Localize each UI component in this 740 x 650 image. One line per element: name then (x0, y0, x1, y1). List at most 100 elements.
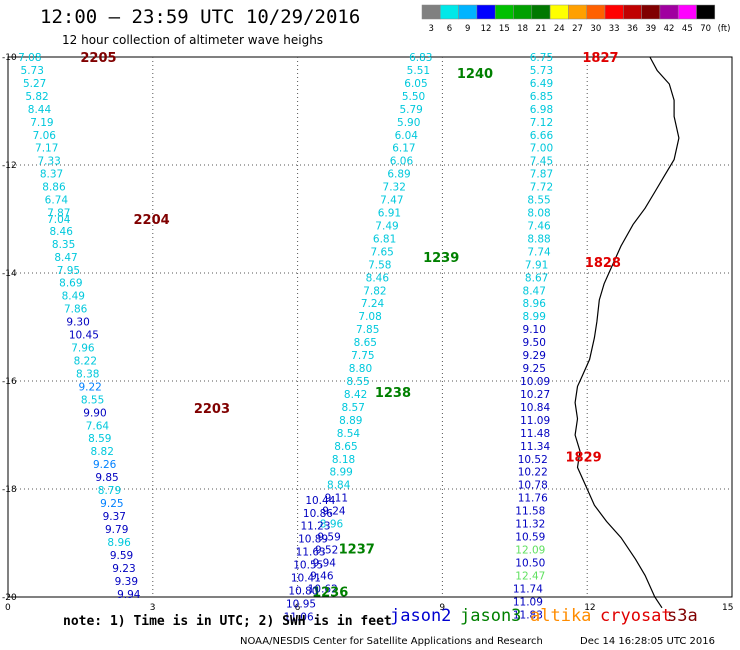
pass-time-label: 1239 (423, 251, 459, 266)
swh-value: 10.22 (518, 467, 548, 479)
swh-value: 10.52 (518, 454, 548, 466)
note-text: note: 1) Time is in UTC; 2) SWH is in fe… (63, 614, 392, 629)
swh-value: 6.75 (530, 52, 553, 64)
legend-jason2: jason2 (390, 606, 452, 626)
swh-value: 6.49 (530, 78, 553, 90)
swh-value: 9.11 (325, 493, 348, 505)
lon-tick-label: 3 (150, 603, 156, 613)
swh-value: 8.82 (91, 446, 114, 458)
swh-value: 8.47 (523, 285, 546, 297)
lat-tick-label: -14 (2, 269, 17, 279)
pass-time-label: 1828 (585, 256, 621, 271)
swh-value: 8.55 (527, 195, 550, 207)
swh-value: 7.85 (356, 324, 379, 336)
swh-value: 10.45 (69, 330, 99, 342)
swh-value: 10.59 (515, 532, 545, 544)
legend-cryosat: cryosat (600, 606, 672, 626)
scale-label: 33 (609, 24, 620, 34)
swh-value: 9.22 (78, 381, 101, 393)
scale-label: 21 (536, 24, 547, 34)
pass-time-label: 1236 (312, 586, 348, 601)
swh-value: 7.45 (530, 156, 553, 168)
swh-value: 8.55 (81, 394, 104, 406)
swh-value: 10.89 (298, 534, 328, 546)
swh-value: 7.82 (363, 285, 386, 297)
scale-label: 12 (481, 24, 492, 34)
footer-credit: NOAA/NESDIS Center for Satellite Applica… (240, 636, 543, 647)
swh-value: 5.27 (23, 78, 46, 90)
swh-value: 7.72 (530, 182, 553, 194)
swh-value: 8.89 (339, 415, 362, 427)
swh-value: 5.90 (397, 117, 420, 129)
swh-value: 7.04 (47, 214, 71, 226)
swh-value: 7.64 (86, 420, 110, 432)
swh-value: 11.58 (515, 506, 545, 518)
swh-value: 6.83 (409, 52, 432, 64)
scale-swatch (623, 4, 642, 20)
swh-value: 8.46 (366, 272, 390, 284)
swh-value: 9.50 (523, 337, 546, 349)
swh-value: 6.66 (530, 130, 554, 142)
swh-value: 8.57 (342, 402, 365, 414)
swh-value: 5.73 (21, 65, 44, 77)
swh-value: 5.73 (530, 65, 553, 77)
lat-tick-label: -12 (2, 161, 17, 171)
swh-value: 8.88 (527, 233, 550, 245)
swh-value: 8.69 (59, 278, 82, 290)
scale-label: 18 (517, 24, 528, 34)
swh-value: 7.08 (18, 52, 41, 64)
swh-value: 8.86 (42, 182, 66, 194)
swh-value: 10.95 (286, 598, 316, 610)
swh-value: 5.50 (402, 91, 425, 103)
swh-value: 8.84 (327, 480, 351, 492)
pass-time-label: 1238 (375, 386, 411, 401)
swh-value: 9.29 (523, 350, 546, 362)
swh-value: 8.59 (88, 433, 111, 445)
swh-value: 7.58 (368, 259, 391, 271)
swh-value: 6.17 (392, 143, 415, 155)
swh-value: 10.55 (293, 560, 323, 572)
legend-jason3: jason3 (460, 606, 522, 626)
lat-tick-label: -16 (2, 377, 17, 387)
lon-tick-label: 15 (722, 603, 733, 613)
swh-value: 8.79 (98, 485, 121, 497)
scale-label: 3 (428, 24, 433, 34)
swh-value: 8.96 (320, 519, 344, 531)
swh-value: 9.59 (110, 550, 133, 562)
scale-swatch (476, 4, 496, 20)
swh-value: 11.34 (520, 441, 550, 453)
swh-value: 8.49 (62, 291, 85, 303)
swh-value: 7.32 (383, 182, 406, 194)
swh-value: 10.62 (308, 583, 338, 595)
swh-value: 6.04 (395, 130, 419, 142)
footer-timestamp: Dec 14 16:28:05 UTC 2016 (580, 636, 715, 647)
scale-swatch (641, 4, 661, 20)
swh-value: 6.91 (378, 208, 401, 220)
swh-value: 8.67 (525, 272, 548, 284)
coastline (574, 56, 680, 609)
swh-value: 8.54 (337, 428, 361, 440)
lat-tick-label: -18 (2, 485, 17, 495)
swh-value: 11.76 (518, 493, 548, 505)
scale-label: 36 (627, 24, 638, 34)
pass-time-label: 1240 (457, 67, 493, 82)
swh-value: 8.96 (107, 537, 131, 549)
swh-value: 8.38 (76, 368, 99, 380)
swh-value: 6.81 (373, 233, 396, 245)
swh-value: 7.47 (380, 195, 403, 207)
swh-value: 7.08 (358, 311, 381, 323)
swh-value: 5.51 (407, 65, 430, 77)
swh-value: 9.26 (93, 459, 117, 471)
scale-label: 70 (700, 24, 711, 34)
scale-swatch (494, 4, 514, 20)
legend-s3a: s3a (667, 606, 698, 626)
swh-value: 11.23 (300, 521, 330, 533)
scale-swatch (421, 4, 441, 20)
lon-tick-label: 9 (439, 603, 445, 613)
swh-value: 10.86 (303, 508, 333, 520)
swh-value: 8.80 (349, 363, 372, 375)
swh-value: 8.08 (527, 208, 550, 220)
scale-label: 24 (554, 24, 565, 34)
swh-value: 9.39 (115, 576, 138, 588)
